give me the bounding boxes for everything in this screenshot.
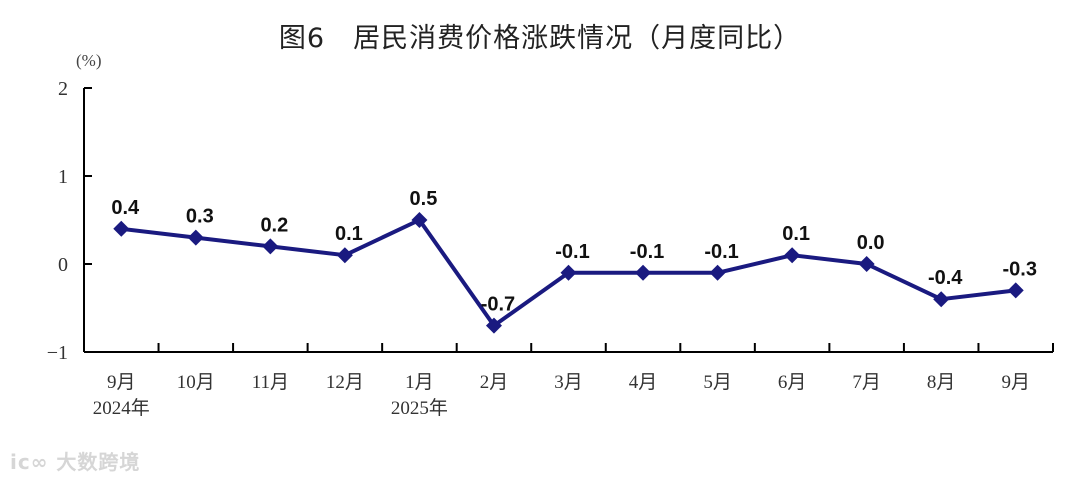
watermark: ic∞ 大数跨境 bbox=[10, 446, 140, 475]
x-tick-label: 1月 bbox=[405, 372, 434, 393]
x-tick-label: 3月 bbox=[554, 372, 583, 393]
x-tick-label: 9月 bbox=[1001, 372, 1030, 393]
data-point-marker bbox=[933, 291, 950, 308]
data-label: -0.7 bbox=[481, 294, 515, 316]
y-tick-label: 1 bbox=[58, 166, 68, 188]
data-point-marker bbox=[1007, 282, 1024, 299]
x-tick-label: 8月 bbox=[927, 372, 956, 393]
data-label: 0.0 bbox=[857, 232, 885, 254]
data-label: 0.1 bbox=[335, 223, 363, 245]
data-label: -0.1 bbox=[555, 241, 589, 263]
watermark-logo-icon: ic∞ bbox=[10, 450, 49, 474]
data-point-marker bbox=[784, 247, 801, 264]
data-label: -0.1 bbox=[630, 241, 664, 263]
data-label: 0.4 bbox=[111, 197, 140, 219]
data-point-marker bbox=[187, 229, 204, 246]
data-label: 0.2 bbox=[260, 214, 288, 236]
x-tick-label: 10月 bbox=[177, 372, 215, 393]
data-label: 0.5 bbox=[410, 188, 438, 210]
y-tick-label: 0 bbox=[58, 254, 68, 276]
watermark-text: 大数跨境 bbox=[56, 450, 141, 474]
y-axis-unit: (%) bbox=[76, 51, 101, 70]
data-point-marker bbox=[485, 317, 502, 334]
data-series: 0.4 0.3 0.2 0.1 0.5 -0.7 -0.1 -0.1 -0.1 0.1 0.0 -0.… bbox=[111, 188, 1037, 334]
data-label: -0.4 bbox=[928, 267, 963, 289]
x-tick-year-label: 2025年 bbox=[391, 397, 448, 419]
data-point-marker bbox=[635, 264, 652, 281]
data-point-marker bbox=[560, 264, 577, 281]
data-point-marker bbox=[709, 264, 726, 281]
y-tick-label: −1 bbox=[47, 342, 68, 364]
x-tick-label: 9月 bbox=[107, 372, 136, 393]
chart-title: 图6 居民消费价格涨跌情况（月度同比） bbox=[278, 23, 802, 54]
y-tick-label: 2 bbox=[58, 78, 68, 100]
data-label: -0.3 bbox=[1002, 258, 1036, 280]
data-point-marker bbox=[858, 256, 875, 272]
data-point-marker bbox=[113, 220, 130, 237]
x-axis: 9月 2024年 10月 11月 12月 1月 2025年 2月 3月 4月 5月 6月 7月 8月 9月 bbox=[84, 343, 1054, 419]
x-tick-label: 5月 bbox=[703, 372, 732, 393]
x-tick-label: 11月 bbox=[252, 372, 289, 393]
data-point-marker bbox=[336, 247, 353, 264]
x-tick-label: 12月 bbox=[326, 372, 364, 393]
x-tick-label: 6月 bbox=[778, 372, 807, 393]
data-label: 0.1 bbox=[782, 223, 810, 245]
data-label: -0.1 bbox=[704, 241, 738, 263]
x-tick-label: 4月 bbox=[629, 372, 658, 393]
x-tick-label: 2月 bbox=[480, 372, 509, 393]
y-axis: 2 1 0 −1 bbox=[47, 78, 92, 364]
data-label: 0.3 bbox=[186, 206, 214, 228]
data-point-marker bbox=[411, 212, 428, 228]
data-point-marker bbox=[262, 238, 279, 255]
x-tick-label: 7月 bbox=[852, 372, 881, 393]
x-tick-year-label: 2024年 bbox=[93, 397, 150, 419]
